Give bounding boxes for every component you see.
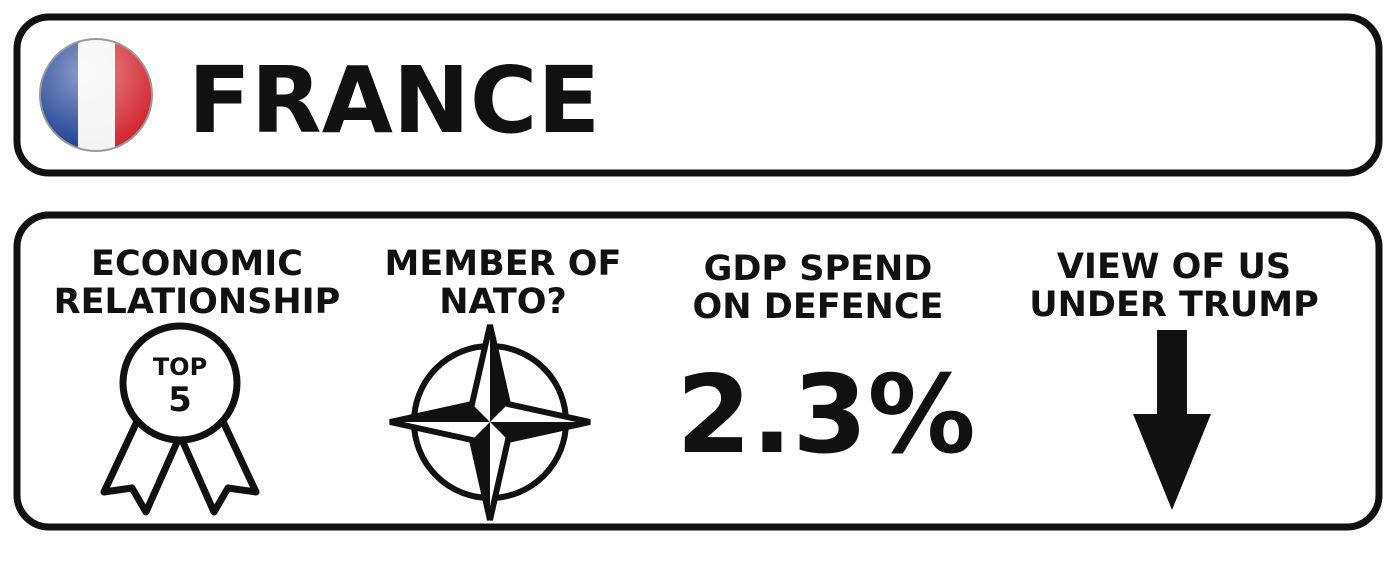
heading: VIEW OF US	[1057, 247, 1291, 287]
down-arrow	[1133, 330, 1211, 510]
award-icon	[100, 322, 260, 516]
header-box	[13, 13, 1383, 177]
stats-box	[13, 211, 1383, 531]
badge-value: 5	[168, 380, 192, 420]
heading: ON DEFENCE	[693, 287, 944, 327]
flag-rim	[39, 38, 153, 152]
heading: MEMBER OF	[385, 244, 622, 284]
heading: UNDER TRUMP	[1029, 285, 1319, 325]
badge-top: TOP	[153, 353, 207, 381]
heading: GDP SPEND	[704, 249, 933, 289]
nato-icon	[389, 324, 591, 521]
title: FRANCE	[188, 47, 600, 154]
heading: ECONOMIC	[91, 244, 303, 284]
stat-value: 2.3%	[676, 353, 976, 478]
heading: NATO?	[439, 282, 567, 322]
heading: RELATIONSHIP	[54, 282, 341, 322]
